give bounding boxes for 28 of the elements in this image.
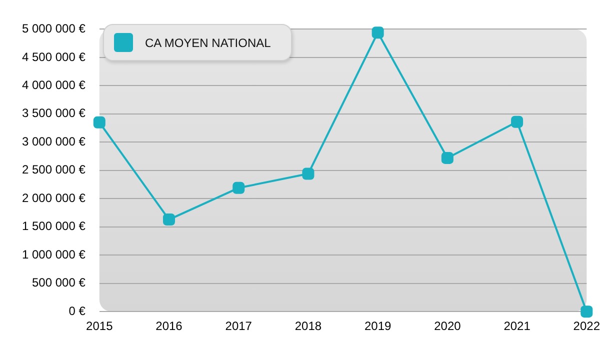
y-tick-label: 4 000 000 € [22, 78, 86, 92]
y-tick-label: 2 500 000 € [22, 162, 86, 177]
x-tick-label: 2022 [573, 319, 600, 334]
x-tick-label: 2015 [86, 319, 114, 334]
legend-label: CA MOYEN NATIONAL [145, 36, 271, 50]
point [511, 116, 524, 128]
x-tick-label: 2019 [364, 319, 392, 334]
y-tick-label: 2 000 000 € [22, 190, 86, 205]
x-tick-label: 2017 [225, 319, 252, 334]
x-tick-label: 2020 [434, 319, 462, 334]
x-tick-label: 2016 [156, 319, 183, 334]
point [232, 182, 245, 194]
point [302, 168, 314, 180]
y-tick-label: 4 500 000 € [22, 50, 86, 64]
point [162, 214, 176, 226]
point [441, 152, 454, 164]
point [372, 26, 384, 39]
y-tick-label: 0 € [68, 304, 86, 318]
y-tick-label: 500 000 € [32, 276, 86, 290]
y-tick-label: 1 500 000 € [22, 219, 86, 234]
point [93, 116, 106, 128]
x-tick-label: 2018 [294, 319, 322, 334]
y-tick-label: 3 500 000 € [22, 106, 86, 120]
y-tick-label: 3 000 000 € [22, 134, 86, 148]
x-tick-label: 2021 [504, 319, 531, 334]
point [580, 306, 593, 318]
y-tick-label: 5 000 000 € [22, 22, 86, 36]
y-tick-label: 1 000 000 € [22, 247, 86, 262]
